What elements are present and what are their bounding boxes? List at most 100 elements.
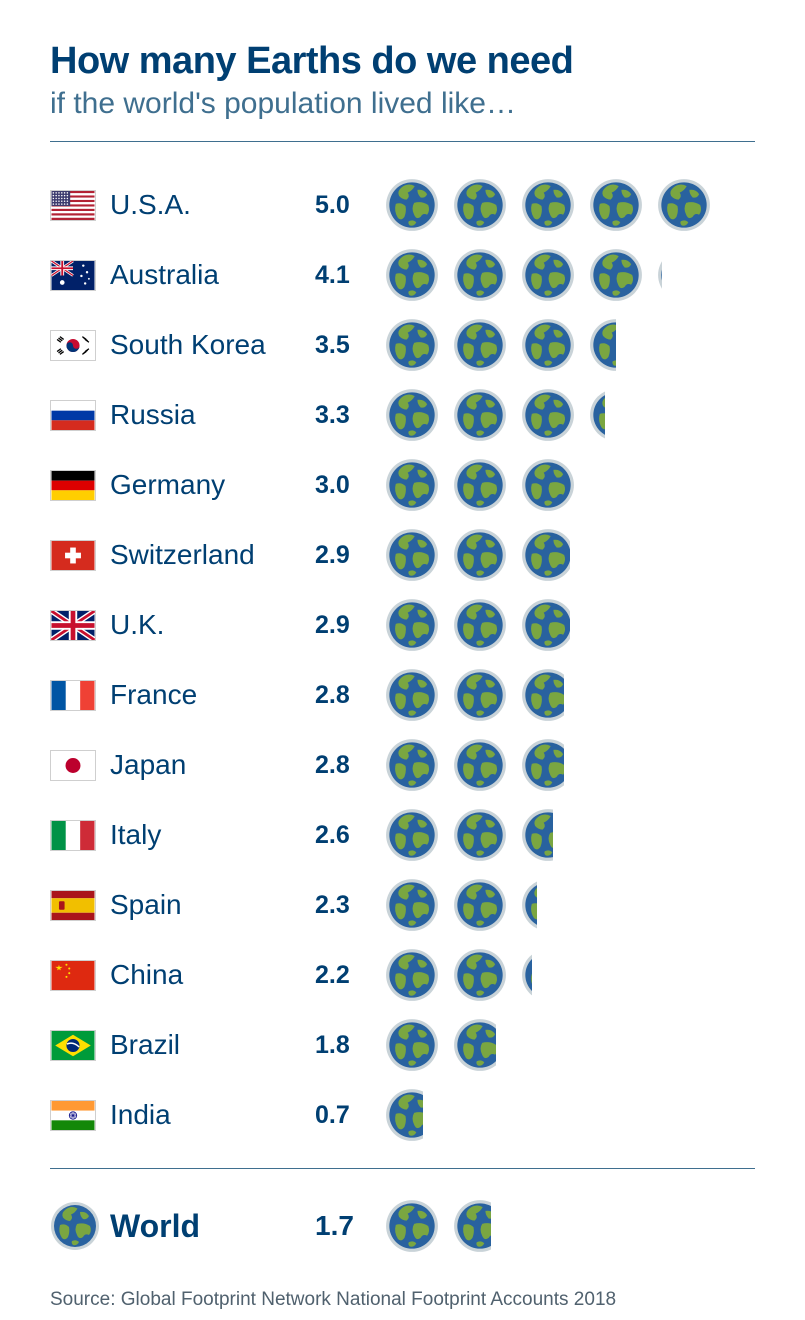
earth-icon bbox=[50, 1201, 100, 1251]
country-name: South Korea bbox=[110, 329, 315, 361]
earths-pictogram bbox=[385, 388, 755, 442]
flag-icon bbox=[50, 330, 96, 361]
value: 2.8 bbox=[315, 681, 385, 710]
country-row: Italy2.6 bbox=[50, 800, 755, 870]
country-row: Japan2.8 bbox=[50, 730, 755, 800]
flag-icon bbox=[50, 1030, 96, 1061]
earth-icon bbox=[521, 388, 575, 442]
world-value: 1.7 bbox=[315, 1210, 385, 1242]
earth-icon bbox=[453, 178, 507, 232]
flag-icon bbox=[50, 610, 96, 641]
flag-cell bbox=[50, 540, 110, 571]
flag-icon bbox=[50, 820, 96, 851]
earth-icon bbox=[385, 878, 439, 932]
country-name: Australia bbox=[110, 259, 315, 291]
flag-icon bbox=[50, 1100, 96, 1131]
earth-icon bbox=[453, 808, 507, 862]
earth-icon bbox=[453, 738, 507, 792]
earths-pictogram bbox=[385, 738, 755, 792]
country-name: Japan bbox=[110, 749, 315, 781]
earth-icon bbox=[521, 668, 564, 722]
value: 2.8 bbox=[315, 751, 385, 780]
earths-pictogram bbox=[385, 878, 755, 932]
earth-icon bbox=[589, 318, 616, 372]
earths-pictogram bbox=[385, 318, 755, 372]
flag-icon bbox=[50, 890, 96, 921]
earth-icon bbox=[521, 598, 570, 652]
earth-icon bbox=[657, 248, 662, 302]
country-name: U.S.A. bbox=[110, 189, 315, 221]
flag-cell bbox=[50, 1030, 110, 1061]
flag-cell bbox=[50, 960, 110, 991]
country-row: South Korea3.5 bbox=[50, 310, 755, 380]
country-name: France bbox=[110, 679, 315, 711]
earth-icon bbox=[385, 528, 439, 582]
earth-icon bbox=[453, 1018, 496, 1072]
country-name: Italy bbox=[110, 819, 315, 851]
value: 2.6 bbox=[315, 821, 385, 850]
earth-icon bbox=[385, 178, 439, 232]
earth-icon bbox=[521, 458, 575, 512]
earth-icon bbox=[453, 878, 507, 932]
country-name: India bbox=[110, 1099, 315, 1131]
world-row: World 1.7 bbox=[50, 1191, 755, 1261]
earth-icon bbox=[589, 388, 605, 442]
country-name: Germany bbox=[110, 469, 315, 501]
earth-icon bbox=[385, 738, 439, 792]
earths-pictogram bbox=[385, 598, 755, 652]
earths-pictogram bbox=[385, 1088, 755, 1142]
flag-cell bbox=[50, 680, 110, 711]
value: 0.7 bbox=[315, 1101, 385, 1130]
earth-icon bbox=[521, 178, 575, 232]
flag-cell bbox=[50, 260, 110, 291]
flag-cell bbox=[50, 330, 110, 361]
earths-pictogram bbox=[385, 458, 755, 512]
value: 2.9 bbox=[315, 541, 385, 570]
earths-pictogram bbox=[385, 178, 755, 232]
value: 5.0 bbox=[315, 191, 385, 220]
earth-icon bbox=[521, 808, 553, 862]
earth-icon bbox=[453, 598, 507, 652]
earths-pictogram bbox=[385, 808, 755, 862]
country-row: France2.8 bbox=[50, 660, 755, 730]
earth-icon bbox=[521, 738, 564, 792]
divider-bottom bbox=[50, 1168, 755, 1169]
earth-icon bbox=[453, 1199, 491, 1253]
earth-icon bbox=[385, 458, 439, 512]
flag-cell bbox=[50, 190, 110, 221]
flag-icon bbox=[50, 470, 96, 501]
value: 3.5 bbox=[315, 331, 385, 360]
flag-icon bbox=[50, 190, 96, 221]
infographic-page: How many Earths do we need if the world'… bbox=[0, 0, 805, 1320]
earth-icon bbox=[453, 528, 507, 582]
source-line: Source: Global Footprint Network Nationa… bbox=[50, 1289, 755, 1311]
earth-icon bbox=[521, 878, 537, 932]
earths-pictogram bbox=[385, 528, 755, 582]
flag-cell bbox=[50, 890, 110, 921]
earth-icon bbox=[453, 668, 507, 722]
earths-pictogram bbox=[385, 668, 755, 722]
earth-icon bbox=[385, 1088, 423, 1142]
earth-icon bbox=[385, 808, 439, 862]
flag-cell bbox=[50, 820, 110, 851]
divider-top bbox=[50, 141, 755, 142]
country-name: Spain bbox=[110, 889, 315, 921]
earth-icon bbox=[521, 528, 570, 582]
world-earths bbox=[385, 1199, 755, 1253]
country-row: U.K.2.9 bbox=[50, 590, 755, 660]
earths-pictogram bbox=[385, 248, 755, 302]
flag-icon bbox=[50, 260, 96, 291]
flag-icon bbox=[50, 750, 96, 781]
value: 2.3 bbox=[315, 891, 385, 920]
earth-icon bbox=[453, 388, 507, 442]
earth-icon bbox=[385, 318, 439, 372]
flag-cell bbox=[50, 1100, 110, 1131]
value: 3.3 bbox=[315, 401, 385, 430]
earth-icon bbox=[657, 178, 711, 232]
country-name: China bbox=[110, 959, 315, 991]
country-row: U.S.A.5.0 bbox=[50, 170, 755, 240]
country-row: Switzerland2.9 bbox=[50, 520, 755, 590]
earth-icon bbox=[385, 1018, 439, 1072]
value: 4.1 bbox=[315, 261, 385, 290]
flag-icon bbox=[50, 540, 96, 571]
